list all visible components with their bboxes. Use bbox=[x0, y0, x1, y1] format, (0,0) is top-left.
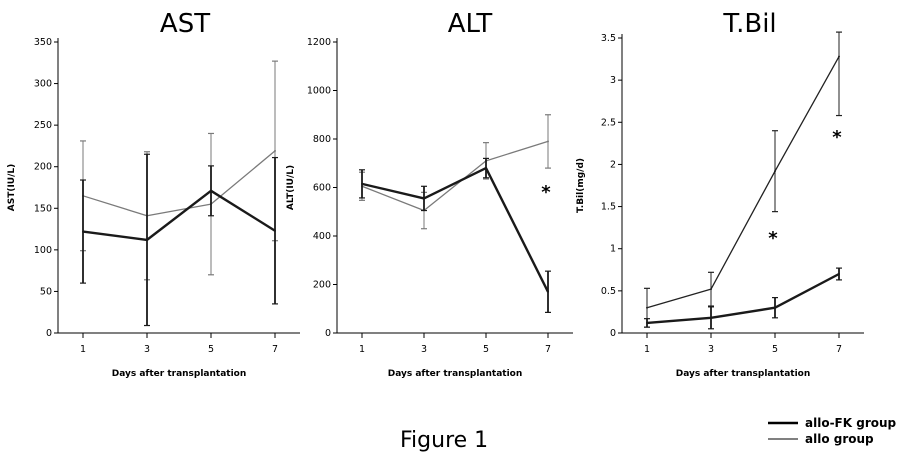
chart-title: T.Bil bbox=[722, 9, 776, 39]
y-tick-label: 350 bbox=[34, 37, 52, 48]
data-point-allo bbox=[274, 149, 276, 152]
y-tick-label: 400 bbox=[313, 231, 331, 242]
legend-label-allo: allo group bbox=[805, 432, 874, 446]
y-tick-label: 1000 bbox=[307, 86, 331, 97]
significance-asterisk: * bbox=[541, 182, 551, 203]
y-tick-label: 1 bbox=[610, 244, 616, 255]
x-tick-label: 7 bbox=[272, 344, 278, 355]
series-line-allo-fk bbox=[646, 272, 840, 325]
x-axis-label: Days after transplantation bbox=[676, 369, 811, 379]
data-point-allo-fk bbox=[82, 230, 84, 233]
data-point-allo-fk bbox=[485, 167, 487, 170]
x-tick-label: 1 bbox=[644, 344, 650, 355]
series-line-allo bbox=[82, 150, 276, 217]
data-point-allo-fk bbox=[146, 238, 148, 241]
y-tick-label: 300 bbox=[34, 79, 52, 90]
x-tick-label: 3 bbox=[144, 344, 150, 355]
y-tick-label: 100 bbox=[34, 245, 52, 256]
y-tick-label: 200 bbox=[313, 280, 331, 291]
series-line-allo-fk bbox=[361, 166, 550, 293]
chart-title: ALT bbox=[448, 9, 493, 39]
data-point-allo bbox=[646, 306, 648, 309]
y-tick-label: 2.5 bbox=[601, 117, 616, 128]
error-bar-allo bbox=[836, 31, 842, 117]
data-point-allo bbox=[710, 288, 712, 291]
y-tick-label: 0 bbox=[610, 328, 616, 339]
chart-panel-alt: ALT 0 200 400 600 800 1000 1200 1 3 5 7 ALT(IU/L) Day… bbox=[286, 9, 573, 379]
x-axis-label: Days after transplantation bbox=[112, 369, 247, 379]
data-point-allo-fk bbox=[210, 189, 212, 192]
y-tick-label: 800 bbox=[313, 134, 331, 145]
y-tick-label: 600 bbox=[313, 183, 331, 194]
x-tick-label: 7 bbox=[836, 344, 842, 355]
x-tick-label: 1 bbox=[80, 344, 86, 355]
y-axis-label: T.Bil(mg/d) bbox=[576, 158, 586, 213]
y-tick-label: 1200 bbox=[307, 37, 331, 48]
data-point-allo bbox=[774, 170, 776, 173]
y-axis-label: AST(IU/L) bbox=[7, 164, 17, 212]
y-tick-label: 3 bbox=[610, 75, 616, 86]
chart-panel-t-bil: T.Bil 0 0.5 1 1.5 2 2.5 3 3.5 1 3 5 7 T.Bil(mg/d) Days… bbox=[576, 9, 864, 379]
figure-caption: Figure 1 bbox=[400, 428, 489, 453]
data-point-allo-fk bbox=[838, 273, 840, 275]
significance-asterisk: * bbox=[832, 127, 842, 148]
data-point-allo-fk bbox=[646, 321, 648, 324]
x-tick-label: 7 bbox=[545, 344, 551, 355]
data-point-allo-fk bbox=[274, 229, 276, 232]
data-point-allo-fk bbox=[774, 306, 776, 309]
x-axis-label: Days after transplantation bbox=[388, 369, 523, 379]
x-tick-label: 3 bbox=[708, 344, 714, 355]
x-tick-label: 1 bbox=[359, 344, 365, 355]
significance-asterisk: * bbox=[768, 228, 778, 249]
y-tick-label: 0 bbox=[325, 328, 331, 339]
series-line-allo-fk bbox=[82, 189, 276, 242]
data-point-allo-fk bbox=[710, 316, 712, 319]
y-tick-label: 250 bbox=[34, 120, 52, 131]
x-tick-label: 3 bbox=[421, 344, 427, 355]
series-line-allo bbox=[361, 140, 549, 212]
x-tick-label: 5 bbox=[208, 344, 214, 355]
chart-title: AST bbox=[160, 9, 210, 39]
legend: allo-FK group allo group bbox=[768, 416, 897, 446]
y-tick-label: 150 bbox=[34, 203, 52, 214]
y-tick-label: 0 bbox=[46, 328, 52, 339]
y-tick-label: 50 bbox=[40, 286, 52, 297]
y-tick-label: 3.5 bbox=[601, 33, 616, 44]
y-tick-label: 0.5 bbox=[601, 286, 616, 297]
data-point-allo-fk bbox=[547, 290, 549, 293]
series-line-allo bbox=[646, 56, 840, 309]
y-tick-label: 200 bbox=[34, 162, 52, 173]
data-point-allo bbox=[838, 55, 840, 58]
data-point-allo-fk bbox=[361, 182, 363, 185]
y-axis-label: ALT(IU/L) bbox=[286, 165, 296, 210]
x-tick-label: 5 bbox=[483, 344, 489, 355]
y-tick-label: 2 bbox=[610, 159, 616, 170]
y-tick-label: 1.5 bbox=[601, 202, 616, 213]
data-point-allo bbox=[547, 140, 549, 143]
x-tick-label: 5 bbox=[772, 344, 778, 355]
legend-label-allo-fk: allo-FK group bbox=[805, 416, 897, 430]
data-point-allo-fk bbox=[423, 197, 425, 200]
chart-panel-ast: AST 0 50 100 150 200 250 300 350 1 3 5 7 AST(IU/L) Day… bbox=[7, 9, 300, 379]
